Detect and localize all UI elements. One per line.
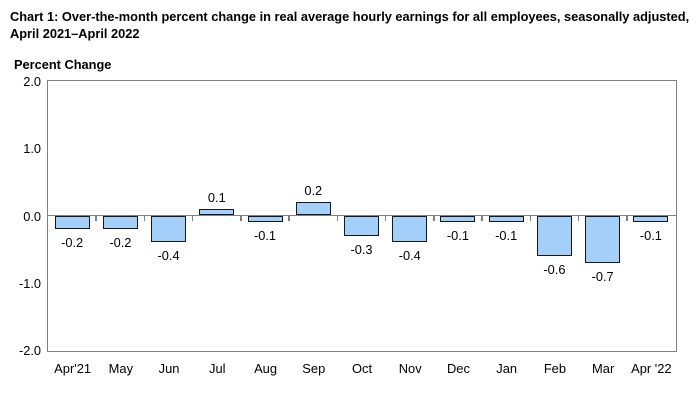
bar xyxy=(295,202,331,216)
axis-tick xyxy=(288,215,290,221)
x-axis-label: Aug xyxy=(254,361,277,376)
bar-value-label: -0.2 xyxy=(109,234,132,250)
axis-tick xyxy=(336,215,339,221)
x-axis-label: May xyxy=(108,361,134,376)
axis-tick xyxy=(384,215,387,221)
x-axis-label: Jul xyxy=(209,361,226,376)
plot-area: -0.2 -0.2 -0.4 0.1 -0.1 0.2 -0.3 -0.4 -0.1 -0.1 -0… xyxy=(47,80,677,352)
y-axis-tick-label: -1.0 xyxy=(18,275,41,291)
bar xyxy=(151,215,187,243)
axis-tick xyxy=(529,215,532,221)
bar xyxy=(488,215,524,223)
y-axis-tick-label: 0.0 xyxy=(23,208,41,224)
bar xyxy=(54,215,90,229)
axis-tick xyxy=(95,215,97,221)
bar-value-label: -0.7 xyxy=(591,268,614,284)
y-axis-tick-label: -2.0 xyxy=(18,343,41,358)
y-axis-title: Percent Change xyxy=(14,57,112,72)
x-axis-label: Apr '22 xyxy=(631,361,672,376)
axis-tick xyxy=(481,215,483,221)
bar-value-label: -0.1 xyxy=(254,228,277,244)
bar xyxy=(536,215,572,256)
bar-value-label: -0.4 xyxy=(398,248,421,264)
bar xyxy=(247,215,283,223)
x-axis-label: Jan xyxy=(496,361,518,376)
axis-tick xyxy=(191,215,194,221)
x-axis-label: Nov xyxy=(398,361,422,376)
bar-value-label: 0.1 xyxy=(207,189,226,205)
bar xyxy=(392,215,428,243)
bar xyxy=(440,215,476,223)
bar xyxy=(344,215,379,236)
bar-value-label: -0.1 xyxy=(446,228,469,244)
bar-value-label: -0.4 xyxy=(157,248,180,264)
axis-tick xyxy=(626,215,628,221)
x-axis-label: Sep xyxy=(302,361,326,376)
bar-value-label: -0.2 xyxy=(61,234,84,250)
bar-value-label: 0.2 xyxy=(304,183,323,199)
bar-value-label: -0.1 xyxy=(495,228,518,244)
axis-tick xyxy=(577,215,580,221)
x-axis-label: Oct xyxy=(351,361,373,376)
x-axis-label: Dec xyxy=(446,361,470,376)
y-axis-tick-label: 2.0 xyxy=(23,74,41,89)
bar-value-label: -0.3 xyxy=(350,241,373,257)
chart-title: Chart 1: Over-the-month percent change i… xyxy=(10,9,690,41)
bar-value-label: -0.1 xyxy=(639,228,662,244)
axis-tick xyxy=(240,215,242,221)
bar xyxy=(633,215,669,223)
x-axis-label: Apr'21 xyxy=(54,361,92,376)
axis-tick xyxy=(433,215,435,221)
y-axis-tick-label: 1.0 xyxy=(23,141,41,157)
x-axis-label: Jun xyxy=(158,361,180,376)
bar xyxy=(585,215,621,263)
x-axis-label: Feb xyxy=(543,361,567,376)
x-axis-label: Mar xyxy=(592,361,615,376)
bar xyxy=(102,215,138,229)
bar xyxy=(199,208,235,216)
axis-tick xyxy=(143,215,146,221)
bar-value-label: -0.6 xyxy=(543,261,566,277)
